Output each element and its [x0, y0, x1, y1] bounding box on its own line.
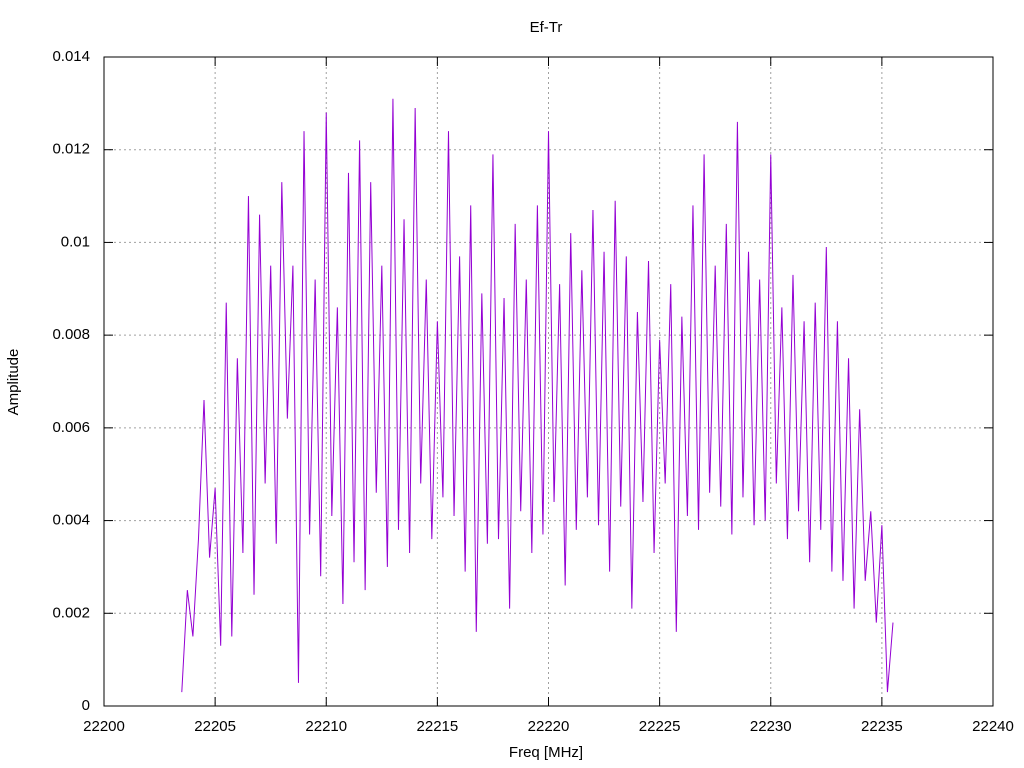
x-tick-label: 22205 — [194, 718, 236, 735]
y-tick-label: 0.006 — [52, 419, 90, 436]
y-tick-label: 0 — [82, 697, 90, 714]
data-line — [181, 98, 894, 693]
chart-title: Ef-Tr — [530, 19, 563, 36]
x-tick-label: 22210 — [305, 718, 347, 735]
plot-layer — [181, 98, 894, 693]
plot-border — [103, 56, 994, 707]
y-tick-label: 0.014 — [52, 48, 90, 65]
y-axis-label: Amplitude — [5, 349, 22, 416]
x-tick-label: 22225 — [639, 718, 681, 735]
x-tick-label: 22235 — [861, 718, 903, 735]
x-tick-label: 22220 — [528, 718, 570, 735]
y-tick-label: 0.012 — [52, 141, 90, 158]
x-tick-label: 22215 — [417, 718, 459, 735]
x-tick-label: 22230 — [750, 718, 792, 735]
x-axis-label: Freq [MHz] — [509, 744, 583, 761]
x-tick-label: 22200 — [83, 718, 125, 735]
y-tick-label: 0.002 — [52, 604, 90, 621]
y-tick-label: 0.01 — [61, 233, 90, 250]
x-tick-label: 22240 — [972, 718, 1014, 735]
y-tick-label: 0.004 — [52, 512, 90, 529]
y-tick-label: 0.008 — [52, 326, 90, 343]
